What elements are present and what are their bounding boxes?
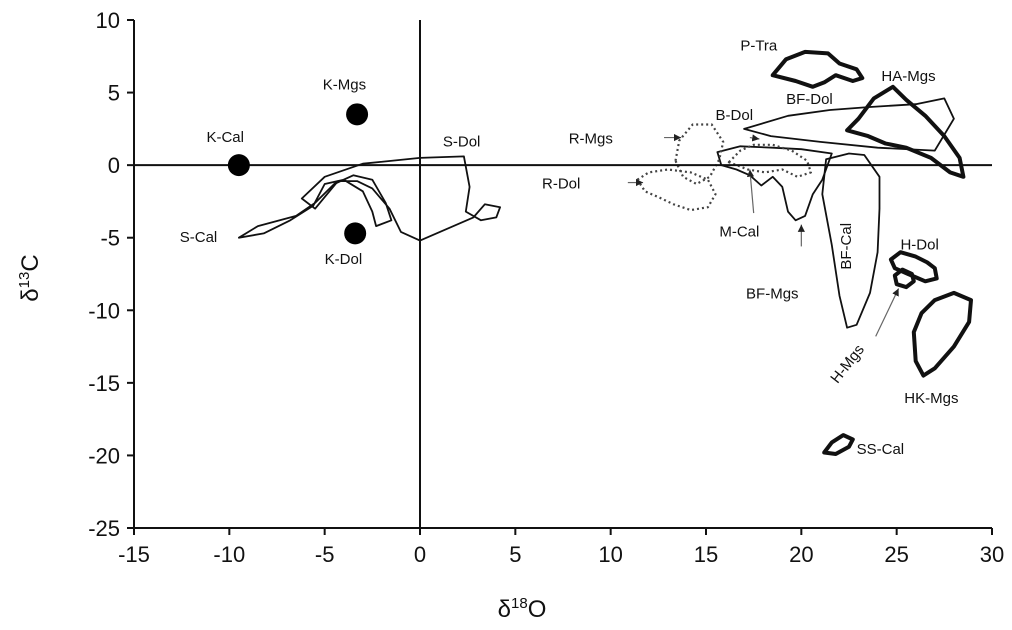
y-tick-label: -15: [88, 371, 120, 396]
label-bf-dol: BF-Dol: [786, 91, 833, 108]
region-hk-mgs: [911, 290, 973, 378]
x-tick-label: -5: [315, 542, 335, 567]
x-tick-label: 10: [598, 542, 622, 567]
leader-arrow: [749, 134, 760, 142]
region-ss-cal: [822, 433, 855, 456]
x-tick-label: 25: [884, 542, 908, 567]
region-labels: K-Mgs K-Cal K-Dol S-Cal S-Dol P-Tra HA-Mgs BF-D…: [180, 37, 959, 457]
label-m-cal: M-Cal: [719, 223, 759, 240]
x-tick-label: 20: [789, 542, 813, 567]
plot-frame: [133, 20, 992, 529]
region-b-dol: [727, 143, 813, 178]
region-bf-dol: [743, 97, 955, 152]
leader-arrows: [627, 133, 900, 337]
label-s-cal: S-Cal: [180, 229, 218, 246]
region-bf-cal: [821, 152, 881, 329]
x-tick-label: 5: [509, 542, 521, 567]
region-bf-mgs: [716, 145, 833, 222]
label-s-dol: S-Dol: [443, 133, 481, 150]
region-h-mgs: [892, 267, 916, 290]
y-axis-ticks: -25 -20 -15 -10 -5 0 5 10: [88, 8, 134, 541]
x-tick-label: 0: [414, 542, 426, 567]
region-r-mgs: [674, 123, 725, 186]
y-tick-label: -20: [88, 443, 120, 468]
region-ha-mgs: [845, 84, 966, 179]
region-s-cal: [237, 174, 393, 239]
label-k-dol: K-Dol: [325, 251, 363, 268]
x-axis-label: δ18O: [498, 595, 547, 623]
label-k-mgs: K-Mgs: [323, 77, 366, 94]
label-k-cal: K-Cal: [206, 129, 244, 146]
label-bf-mgs: BF-Mgs: [746, 286, 799, 303]
label-p-tra: P-Tra: [740, 37, 778, 54]
label-r-dol: R-Dol: [542, 175, 580, 192]
y-tick-label: 0: [108, 153, 120, 178]
label-bf-cal: BF-Cal: [838, 223, 855, 270]
point-k-dol: [344, 222, 367, 245]
x-tick-label: -15: [118, 542, 150, 567]
leader-arrow: [875, 288, 900, 337]
y-axis-label: δ13C: [16, 254, 44, 301]
label-b-dol: B-Dol: [716, 107, 754, 124]
y-tick-label: 10: [96, 8, 120, 33]
y-tick-label: 5: [108, 81, 120, 106]
x-tick-label: -10: [213, 542, 245, 567]
y-tick-label: -10: [88, 298, 120, 323]
data-points: [227, 103, 369, 245]
point-k-mgs: [346, 103, 369, 126]
label-ha-mgs: HA-Mgs: [881, 68, 935, 85]
region-outlines: [237, 49, 973, 456]
label-r-mgs: R-Mgs: [569, 130, 613, 147]
point-k-cal: [227, 154, 250, 177]
leader-arrow: [746, 169, 755, 214]
label-ss-cal: SS-Cal: [857, 441, 905, 458]
region-r-dol: [636, 168, 717, 212]
x-tick-label: 15: [694, 542, 718, 567]
x-axis-ticks: -15 -10 -5 0 5 10 15 20 25 30: [118, 528, 1004, 567]
y-tick-label: -5: [100, 226, 120, 251]
region-s-dol: [300, 155, 502, 242]
label-h-dol: H-Dol: [900, 236, 938, 253]
y-tick-label: -25: [88, 516, 120, 541]
label-h-mgs: H-Mgs: [827, 341, 868, 386]
region-p-tra: [770, 49, 865, 89]
label-hk-mgs: HK-Mgs: [904, 390, 958, 407]
x-tick-label: 30: [980, 542, 1004, 567]
zero-lines: [134, 20, 992, 528]
